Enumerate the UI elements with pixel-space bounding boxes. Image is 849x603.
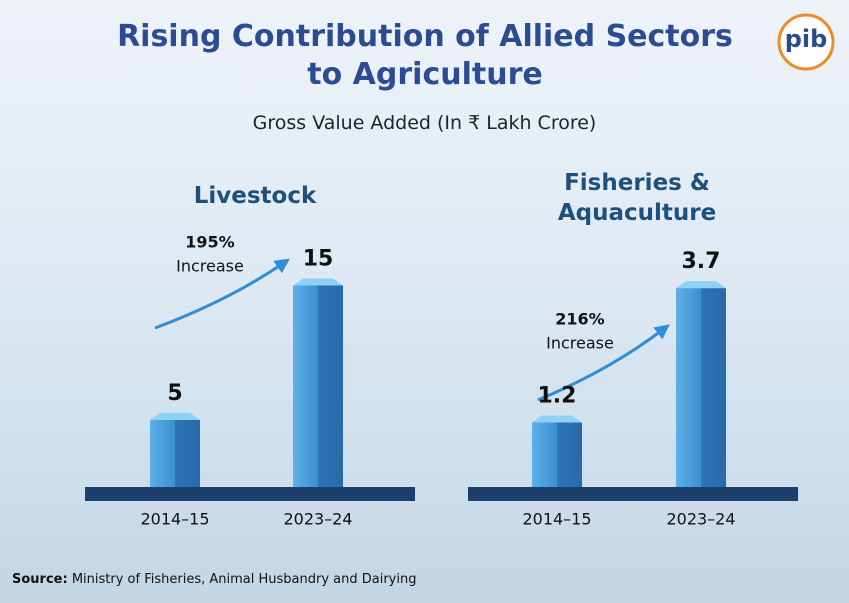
annotation: Increase (546, 334, 614, 353)
baseline (468, 487, 798, 501)
x-tick-label: 2014–15 (522, 510, 591, 529)
value-label: 5 (167, 381, 182, 406)
logo-text: pib (785, 25, 828, 53)
logo: pib (777, 13, 835, 71)
source: Source: Ministry of Fisheries, Animal Hu… (12, 572, 416, 587)
title: Rising Contribution of Allied Sectors to… (117, 19, 733, 92)
annotation: 216% (555, 310, 604, 329)
bar (150, 419, 200, 487)
source-label: Source: (12, 572, 68, 587)
value-label: 3.7 (682, 249, 721, 274)
chart-title: Livestock (193, 183, 317, 209)
trend-arrow (537, 324, 670, 402)
baseline (85, 487, 415, 501)
subtitle: Gross Value Added (In ₹ Lakh Crore) (252, 112, 597, 134)
x-tick-label: 2023–24 (666, 510, 735, 529)
value-label: 15 (303, 246, 334, 271)
bar-top (150, 412, 200, 420)
trend-arrow (154, 258, 290, 330)
annotation: Increase (176, 257, 244, 276)
x-tick-label: 2023–24 (283, 510, 352, 529)
chart-title: Fisheries & Aquaculture (557, 170, 717, 226)
bar (676, 288, 726, 487)
source-text: Ministry of Fisheries, Animal Husbandry … (71, 572, 417, 587)
value-label: 1.2 (538, 384, 577, 409)
annotation: 195% (185, 233, 234, 252)
bar-top (532, 415, 582, 423)
bar-top (676, 281, 726, 289)
bar-top (293, 278, 343, 286)
x-tick-label: 2014–15 (140, 510, 209, 529)
bar (293, 285, 343, 487)
bar (532, 422, 582, 487)
